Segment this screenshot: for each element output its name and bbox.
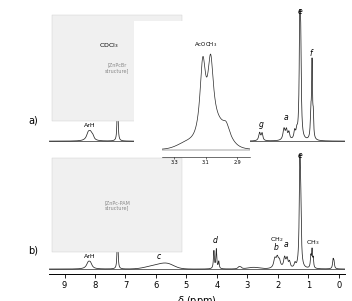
Text: $d$: $d$ xyxy=(190,200,195,209)
FancyBboxPatch shape xyxy=(52,158,182,252)
Text: $c$: $c$ xyxy=(156,253,162,262)
Text: $f$: $f$ xyxy=(216,200,220,209)
Text: CDCl$_3$: CDCl$_3$ xyxy=(99,41,119,50)
Text: $b$: $b$ xyxy=(273,241,279,253)
Text: [ZnPcBr
structure]: [ZnPcBr structure] xyxy=(105,63,130,73)
Text: b): b) xyxy=(29,246,39,256)
Text: $g$: $g$ xyxy=(258,120,264,131)
X-axis label: $\delta$ (ppm): $\delta$ (ppm) xyxy=(177,294,217,301)
Text: $e$: $e$ xyxy=(297,151,303,160)
Text: $e$: $e$ xyxy=(297,7,303,16)
Text: CH$_2$: CH$_2$ xyxy=(270,235,283,244)
Text: $g$: $g$ xyxy=(229,201,234,209)
Text: CH$_3$: CH$_3$ xyxy=(306,238,319,247)
Text: ArH: ArH xyxy=(84,255,95,259)
Text: $c$ AcOCH$_3$: $c$ AcOCH$_3$ xyxy=(220,92,245,101)
Text: [ZnPc-PAM
structure]: [ZnPc-PAM structure] xyxy=(104,200,130,211)
FancyBboxPatch shape xyxy=(52,14,182,121)
Text: $d$: $d$ xyxy=(189,31,195,39)
Text: $f$: $f$ xyxy=(309,47,315,58)
Text: $b$: $b$ xyxy=(215,110,221,118)
Text: $e$: $e$ xyxy=(203,201,208,209)
Text: $a$: $a$ xyxy=(283,240,289,249)
Text: $d$: $d$ xyxy=(207,106,214,117)
Text: a): a) xyxy=(29,116,38,126)
Text: ArH: ArH xyxy=(84,123,95,128)
Text: $d$: $d$ xyxy=(212,234,219,245)
Text: $a$: $a$ xyxy=(283,113,289,122)
Text: AcOCH$_3$: AcOCH$_3$ xyxy=(194,41,218,49)
